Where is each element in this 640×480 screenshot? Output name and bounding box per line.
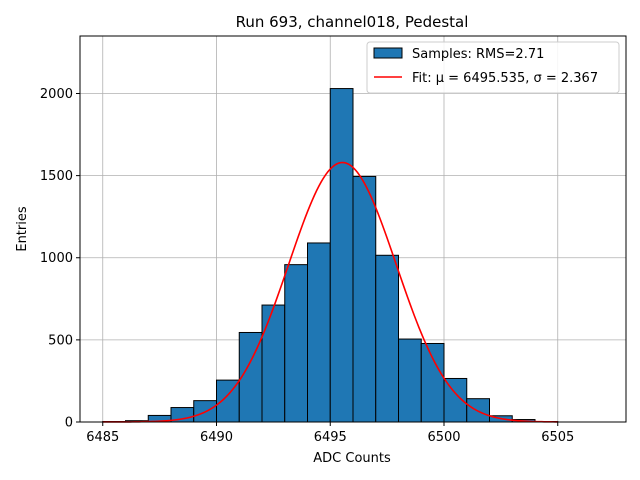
y-tick-label: 500	[48, 333, 73, 348]
legend-label-samples: Samples: RMS=2.71	[412, 47, 544, 62]
chart-title: Run 693, channel018, Pedestal	[236, 13, 469, 31]
x-tick-label: 6505	[541, 430, 574, 445]
histogram-bars	[102, 88, 559, 423]
x-tick-label: 6500	[427, 430, 460, 445]
y-axis-ticks: 0 500 1000 1500 2000	[40, 87, 80, 431]
histogram-bar	[261, 304, 286, 423]
x-tick-label: 6490	[200, 430, 233, 445]
legend-label-fit: Fit: μ = 6495.535, σ = 2.367	[412, 71, 598, 86]
legend: Samples: RMS=2.71 Fit: μ = 6495.535, σ =…	[366, 41, 620, 94]
histogram-bar	[352, 175, 377, 423]
histogram-bar	[284, 264, 308, 423]
x-tick-label: 6485	[86, 430, 119, 445]
fit-curve	[102, 161, 558, 423]
y-tick-label: 1000	[40, 251, 73, 266]
histogram-bar	[420, 342, 445, 423]
histogram-bar	[375, 254, 399, 423]
x-tick-label: 6495	[314, 430, 347, 445]
histogram-bar	[307, 242, 331, 423]
x-axis-label: ADC Counts	[313, 451, 391, 466]
histogram-bar	[329, 88, 354, 423]
legend-swatch-samples	[373, 47, 403, 59]
histogram-bar	[398, 338, 422, 423]
legend-box	[366, 41, 620, 94]
y-axis-label: Entries	[15, 206, 30, 252]
x-axis-ticks: 6485 6490 6495 6500 6505	[86, 422, 574, 445]
plot-frame	[79, 35, 627, 423]
y-tick-label: 2000	[40, 87, 73, 102]
y-tick-label: 1500	[40, 169, 73, 184]
y-tick-label: 0	[65, 416, 73, 431]
